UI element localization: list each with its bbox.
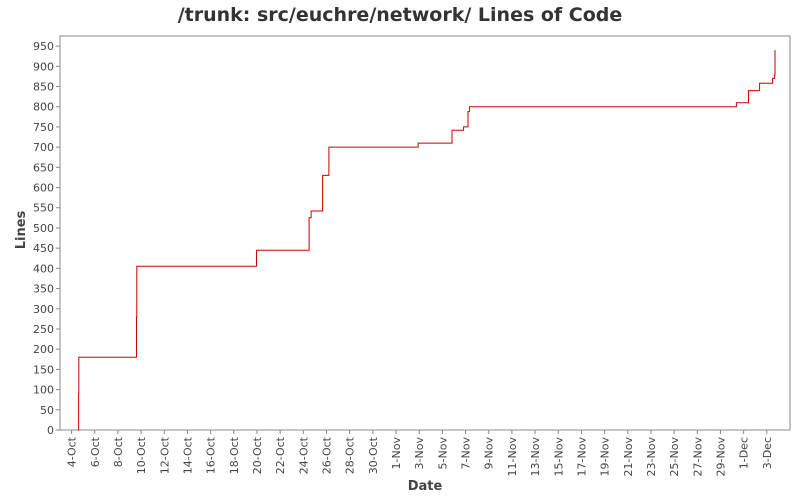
y-tick-label: 50: [40, 404, 54, 417]
x-axis-label: Date: [408, 479, 443, 494]
x-tick-label: 24-Oct: [297, 436, 310, 474]
x-tick-label: 30-Oct: [367, 436, 380, 474]
x-tick-label: 26-Oct: [321, 436, 334, 474]
y-tick-label: 700: [33, 141, 54, 154]
y-tick-label: 550: [33, 202, 54, 215]
y-tick-label: 0: [47, 424, 54, 437]
x-tick-label: 13-Nov: [529, 437, 542, 477]
x-tick-label: 29-Nov: [714, 437, 727, 477]
x-tick-label: 18-Oct: [228, 436, 241, 474]
x-tick-label: 3-Dec: [761, 437, 774, 469]
plot-area: [59, 35, 791, 431]
x-tick-label: 12-Oct: [158, 436, 171, 474]
x-tick-label: 17-Nov: [575, 437, 588, 477]
x-tick-label: 21-Nov: [622, 437, 635, 477]
y-tick-label: 350: [33, 283, 54, 296]
y-tick-label: 950: [33, 40, 54, 53]
y-tick-label: 150: [33, 363, 54, 376]
y-axis-ticks: 0 50 100 150 200 250 300 350 400 450 500 550 600 650 7…: [33, 40, 60, 437]
x-tick-label: 15-Nov: [552, 437, 565, 477]
y-tick-label: 600: [33, 182, 54, 195]
series-line: [78, 50, 776, 431]
x-tick-label: 28-Oct: [344, 436, 357, 474]
x-tick-label: 9-Nov: [483, 437, 496, 470]
y-tick-label: 850: [33, 81, 54, 94]
y-tick-label: 100: [33, 384, 54, 397]
y-tick-label: 400: [33, 262, 54, 275]
x-tick-label: 5-Nov: [436, 437, 449, 470]
x-tick-label: 20-Oct: [251, 436, 264, 474]
x-tick-label: 19-Nov: [599, 437, 612, 477]
y-axis-label: Lines: [14, 210, 29, 249]
x-tick-label: 8-Oct: [112, 436, 125, 467]
x-tick-label: 27-Nov: [691, 437, 704, 477]
x-tick-label: 4-Oct: [66, 436, 79, 467]
x-tick-label: 1-Dec: [738, 437, 751, 469]
x-tick-label: 7-Nov: [460, 437, 473, 470]
x-tick-label: 1-Nov: [390, 437, 403, 470]
y-tick-label: 500: [33, 222, 54, 235]
x-tick-label: 22-Oct: [274, 436, 287, 474]
x-tick-label: 3-Nov: [413, 437, 426, 470]
x-tick-label: 11-Nov: [506, 437, 519, 477]
x-axis-ticks: 4-Oct 6-Oct 8-Oct 10-Oct 12-Oct 14-Oct 16-Oct 1…: [66, 430, 774, 476]
chart-title: /trunk: src/euchre/network/ Lines of Cod…: [178, 4, 623, 26]
x-tick-label: 25-Nov: [668, 437, 681, 477]
y-tick-label: 250: [33, 323, 54, 336]
y-tick-label: 200: [33, 343, 54, 356]
y-tick-label: 900: [33, 60, 54, 73]
x-tick-label: 23-Nov: [645, 437, 658, 477]
x-tick-label: 14-Oct: [181, 436, 194, 474]
y-tick-label: 650: [33, 161, 54, 174]
y-tick-label: 750: [33, 121, 54, 134]
y-tick-label: 300: [33, 303, 54, 316]
x-tick-label: 10-Oct: [135, 436, 148, 474]
y-tick-label: 800: [33, 101, 54, 114]
x-tick-label: 16-Oct: [205, 436, 218, 474]
x-tick-label: 6-Oct: [89, 436, 102, 467]
y-tick-label: 450: [33, 242, 54, 255]
